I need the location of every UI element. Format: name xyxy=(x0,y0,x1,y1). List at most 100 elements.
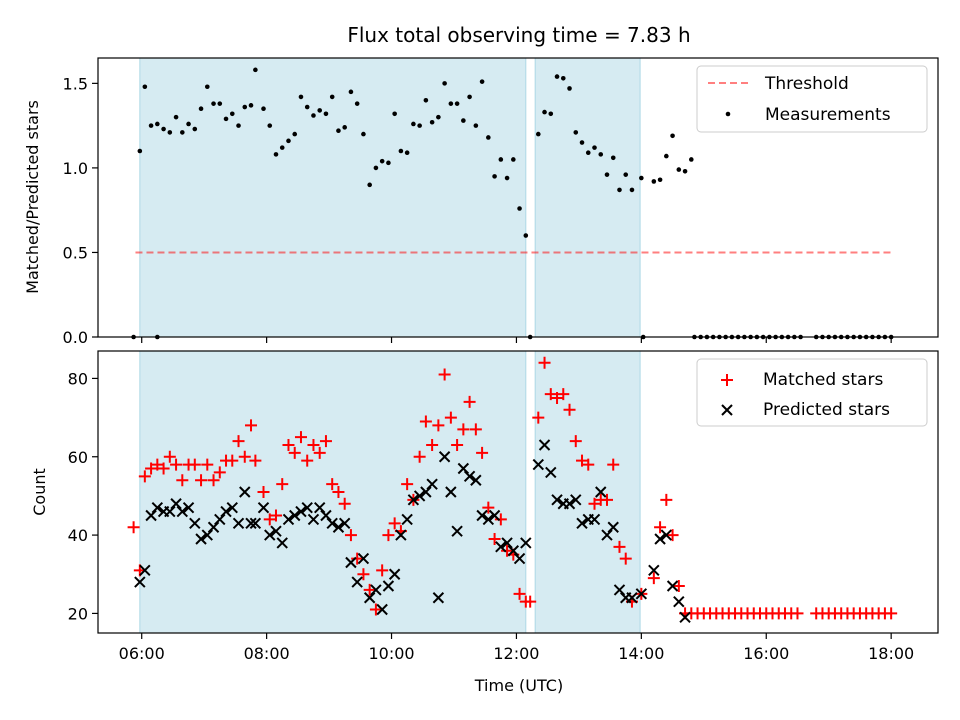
predicted-star-marker xyxy=(407,494,420,506)
x-tick-label: 06:00 xyxy=(119,644,165,663)
predicted-star-marker xyxy=(289,509,301,522)
bottom-axes-frame xyxy=(97,350,939,634)
measurement-point xyxy=(560,75,566,81)
measurement-point xyxy=(548,111,554,117)
matched-star-marker xyxy=(351,552,364,565)
measurement-point xyxy=(155,121,160,127)
measurement-point xyxy=(573,130,579,135)
measurement-point xyxy=(517,206,522,211)
top-y-ticks: 0.0 0.5 1.0 1.5 xyxy=(63,74,98,347)
matched-star-marker xyxy=(232,435,245,448)
measurement-point xyxy=(623,172,629,177)
matched-star-marker xyxy=(501,544,514,557)
predicted-star-marker xyxy=(635,588,648,600)
predicted-star-marker xyxy=(220,505,232,518)
measurement-point xyxy=(204,84,210,90)
predicted-star-marker xyxy=(445,486,457,498)
measurement-point xyxy=(167,130,173,135)
predicted-star-marker xyxy=(376,603,388,616)
measurement-point xyxy=(211,101,216,106)
top-x-ticks xyxy=(141,337,892,343)
predicted-star-marker xyxy=(626,592,638,604)
matched-star-marker xyxy=(463,395,476,408)
matched-star-marker xyxy=(457,423,470,436)
measurement-point xyxy=(542,109,547,115)
measurement-point xyxy=(317,108,323,113)
predicted-star-marker xyxy=(673,595,685,608)
measurement-point xyxy=(473,123,479,128)
measurement-point xyxy=(342,125,347,130)
predicted-star-marker xyxy=(357,552,370,565)
measurement-point xyxy=(504,175,510,181)
predicted-star-marker xyxy=(451,525,463,537)
matched-star-marker xyxy=(613,540,626,553)
y-tick-label: 1.5 xyxy=(63,74,88,93)
top-legend: Threshold Measurements xyxy=(696,65,928,133)
measurement-point xyxy=(579,140,585,145)
measurement-point xyxy=(523,233,529,238)
matched-star-marker xyxy=(563,403,576,416)
predicted-star-marker xyxy=(320,509,332,522)
matched-star-marker xyxy=(582,458,595,471)
measurement-point xyxy=(298,94,304,100)
measurement-point xyxy=(386,160,391,166)
predicted-star-marker xyxy=(264,529,276,541)
matched-star-marker xyxy=(532,411,545,424)
measurement-point xyxy=(173,114,179,120)
y-tick-label: 1.0 xyxy=(63,159,88,178)
matched-star-marker xyxy=(163,450,176,463)
matched-star-marker xyxy=(388,517,401,530)
predicted-star-marker xyxy=(338,517,351,530)
matched-star-marker xyxy=(338,497,351,510)
y-tick-label: 80 xyxy=(68,369,88,388)
legend-measurements-label: Measurements xyxy=(765,105,891,125)
matched-star-marker xyxy=(269,509,282,522)
matched-star-marker xyxy=(363,583,376,596)
measurement-point xyxy=(273,152,279,157)
predicted-star-marker xyxy=(666,580,679,592)
matched-star-marker xyxy=(419,415,432,428)
predicted-star-marker xyxy=(545,466,557,479)
measurement-point xyxy=(461,118,466,123)
measurement-point xyxy=(417,123,422,128)
chart-title: Flux total observing time = 7.83 h xyxy=(347,23,690,47)
measurement-point xyxy=(657,177,663,183)
matched-star-marker xyxy=(145,462,158,475)
matched-star-marker xyxy=(263,513,276,526)
matched-star-marker xyxy=(170,458,183,471)
measurement-point xyxy=(479,79,485,84)
matched-star-marker xyxy=(226,454,239,467)
predicted-star-marker xyxy=(401,513,413,526)
predicted-star-marker xyxy=(432,592,445,604)
matched-star-marker xyxy=(569,435,582,448)
matched-star-marker xyxy=(201,458,214,471)
predicted-star-marker xyxy=(151,501,164,514)
predicted-star-marker xyxy=(276,537,288,549)
predicted-star-marker xyxy=(176,505,189,518)
matched-star-marker xyxy=(138,470,151,483)
matched-star-marker xyxy=(195,474,208,487)
predicted-star-marker xyxy=(214,513,226,526)
predicted-star-marker xyxy=(207,521,220,533)
observing-interval-shade xyxy=(139,57,527,338)
matched-star-marker xyxy=(249,454,262,467)
matched-star-marker xyxy=(654,521,667,534)
matched-star-marker xyxy=(791,607,804,620)
predicted-star-marker xyxy=(134,576,146,588)
measurement-point xyxy=(592,145,597,150)
predicted-star-marker xyxy=(245,517,257,530)
measurement-point xyxy=(689,157,694,162)
predicted-star-marker xyxy=(532,458,545,471)
predicted-star-marker xyxy=(332,521,345,533)
predicted-star-marker xyxy=(470,474,482,486)
y-tick-label: 0.5 xyxy=(63,243,88,262)
measurement-point xyxy=(651,179,657,184)
matched-star-marker xyxy=(513,587,526,600)
measurement-point xyxy=(148,123,154,128)
matched-star-marker xyxy=(344,529,357,542)
matched-star-marker xyxy=(157,462,170,475)
matched-star-marker xyxy=(576,454,589,467)
predicted-star-marker xyxy=(249,517,262,530)
matched-star-marker xyxy=(127,521,140,534)
predicted-star-marker xyxy=(495,541,507,553)
